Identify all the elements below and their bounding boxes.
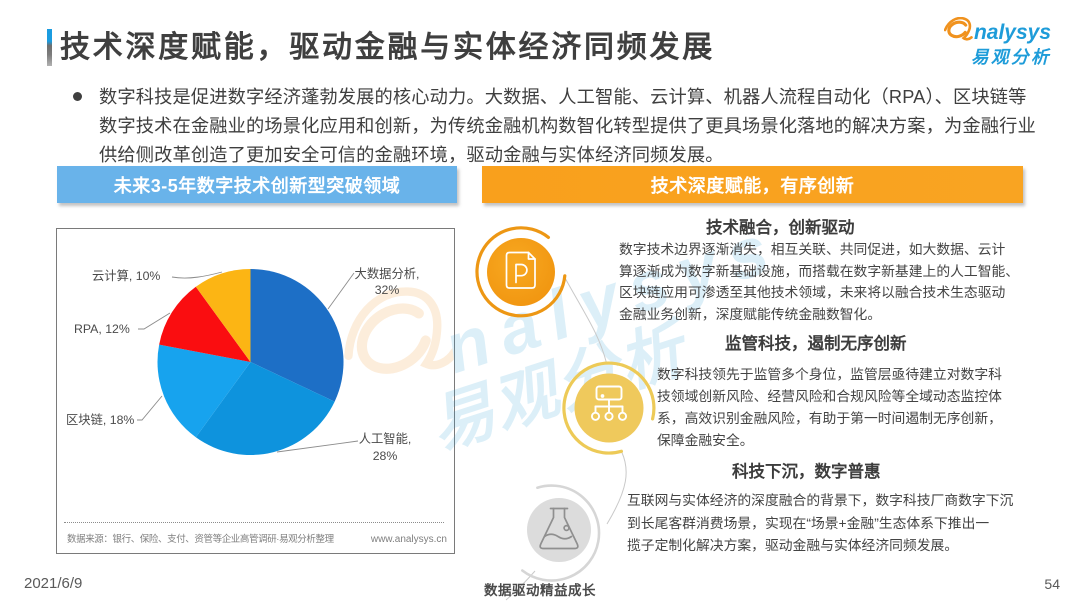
left-panel-header: 未来3-5年数字技术创新型突破领域 — [57, 166, 457, 203]
logo-a-swoosh-icon — [943, 17, 973, 41]
pie-slice-RPA — [159, 286, 251, 362]
pie-slice-大数据分析 — [250, 269, 344, 402]
bullet-dot — [73, 92, 82, 101]
pie-slice-区块链 — [157, 344, 251, 438]
section-3-body: 互联网与实体经济的深度融合的背景下，数字科技厂商数字下沉 到长尾客群消费场景，实… — [627, 493, 1014, 554]
flask-icon — [521, 484, 601, 582]
section-2-body: 数字科技领先于监管多个身位，监管层亟待建立对数字科 技领域创新风险、经营风险和合… — [657, 366, 1002, 448]
connector-curve-2 — [606, 451, 627, 525]
logo-brand-cn: 易观分析 — [971, 47, 1051, 67]
logo-brand-text: nalysys — [973, 21, 1051, 44]
logo-brand-row: nalysys — [941, 17, 1051, 43]
brand-logo: nalysys 易观分析 — [941, 17, 1051, 69]
footer-slogan: 数据驱动精益成长 — [484, 583, 596, 598]
section-1-body: 数字技术边界逐渐消失，相互关联、共同促进，如大数据、云计 算逐渐成为数字新基础设… — [619, 242, 1020, 323]
section-2-title: 监管科技，遏制无序创新 — [725, 334, 907, 353]
pie-label-blockchain: 区块链, 18% — [66, 413, 135, 427]
page-title: 技术深度赋能，驱动金融与实体经济同频发展 — [60, 31, 715, 64]
pie-slice-云计算 — [195, 269, 251, 362]
pie-label-rpa: RPA, 12% — [74, 322, 130, 336]
pie-chart — [137, 269, 359, 456]
pie-slice-人工智能 — [195, 362, 335, 456]
section-1-title: 技术融合，创新驱动 — [706, 218, 855, 237]
right-panel-header: 技术深度赋能，有序创新 — [482, 166, 1023, 203]
section-icons — [475, 226, 656, 601]
title-accent-bar — [47, 29, 52, 66]
connector-curve-1 — [564, 276, 607, 364]
pie-label-ai: 人工智能, 28% — [358, 432, 412, 463]
section-3-title: 科技下沉，数字普惠 — [732, 462, 881, 481]
pie-label-bigdata: 大数据分析, 32% — [354, 267, 420, 297]
connector-curve-3 — [505, 570, 536, 601]
org-chart-icon — [562, 361, 656, 455]
source-label: 数据来源：银行、保险、支付、资管等企业高管调研·易观分析整理 — [67, 534, 334, 545]
pie-label-cloud: 云计算, 10% — [92, 269, 161, 283]
document-p-icon — [475, 226, 567, 318]
source-separator — [64, 522, 444, 523]
source-site: www.analysys.cn — [370, 534, 447, 545]
footer-page-number: 54 — [1044, 576, 1060, 592]
source-row: 数据来源：银行、保险、支付、资管等企业高管调研·易观分析整理 www.analy… — [67, 531, 447, 545]
footer-date: 2021/6/9 — [24, 575, 83, 592]
pie-leader-lines — [137, 271, 359, 453]
intro-paragraph: 数字科技是促进数字经济蓬勃发展的核心动力。大数据、人工智能、云计算、机器人流程自… — [99, 86, 1036, 165]
